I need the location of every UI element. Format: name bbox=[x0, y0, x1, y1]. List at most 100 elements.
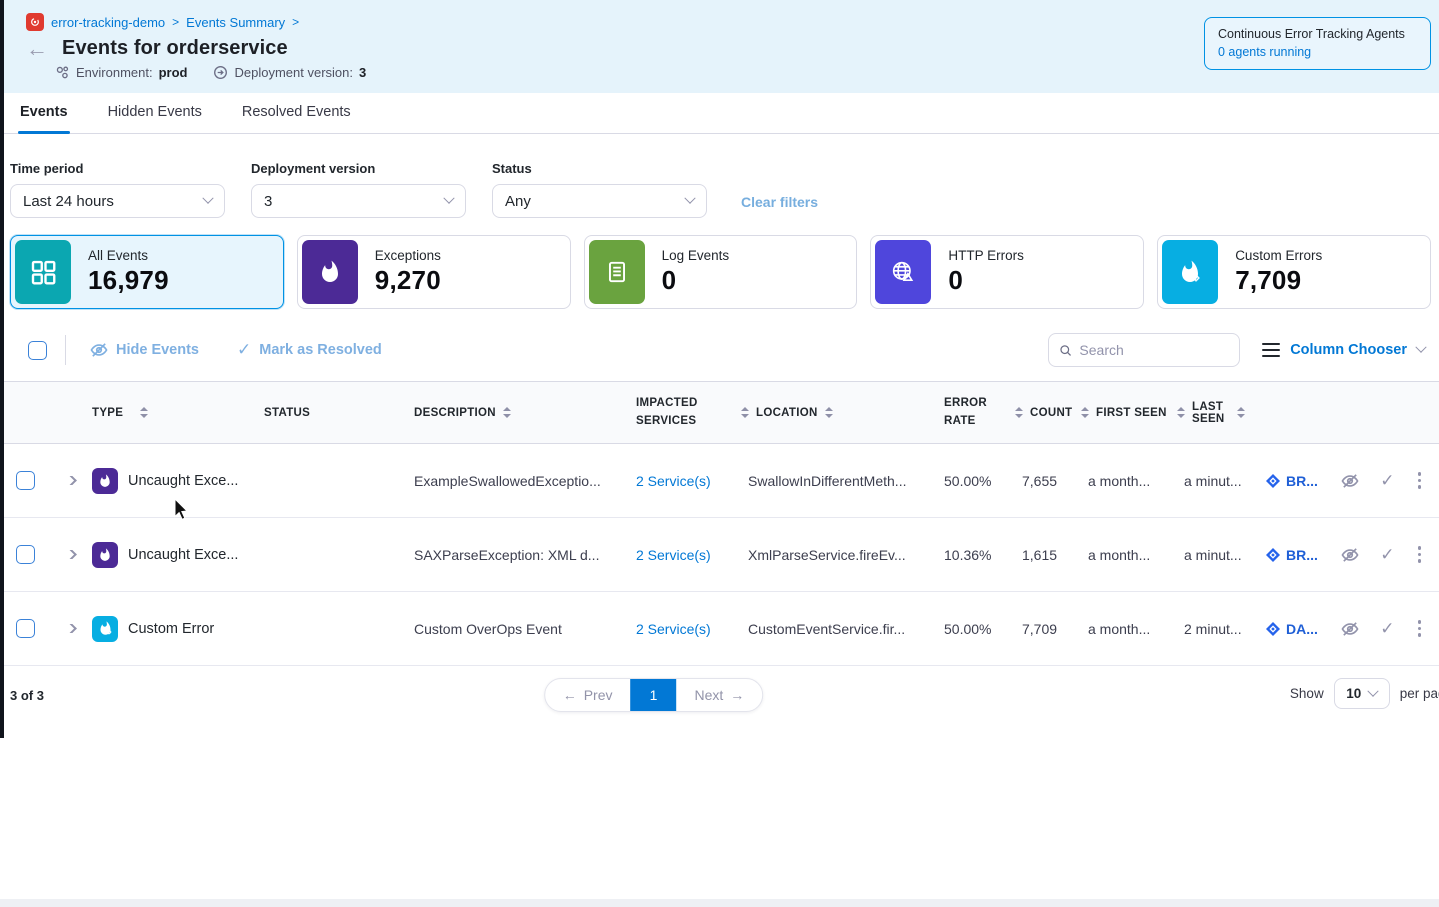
hide-event-icon[interactable] bbox=[1341, 472, 1359, 490]
time-period-value: Last 24 hours bbox=[23, 192, 114, 210]
tab-resolved-events[interactable]: Resolved Events bbox=[241, 104, 351, 120]
tab-events[interactable]: Events bbox=[18, 104, 70, 134]
jira-ticket-link[interactable]: BR... bbox=[1252, 473, 1330, 489]
impacted-services-link[interactable]: 2 Service(s) bbox=[636, 620, 711, 637]
sort-icon[interactable] bbox=[824, 407, 833, 418]
pagination-bar: 3 of 3 ← Prev 1 Next → Show 10 per page bbox=[0, 666, 1439, 724]
event-description: SAXParseException: XML d... bbox=[414, 546, 600, 563]
agents-box-title: Continuous Error Tracking Agents bbox=[1218, 27, 1405, 41]
next-page-button[interactable]: Next → bbox=[677, 679, 763, 711]
sort-icon[interactable] bbox=[1237, 407, 1245, 418]
mark-resolved-button[interactable]: ✓ Mark as Resolved bbox=[237, 340, 382, 360]
menu-lines-icon bbox=[1262, 342, 1281, 358]
last-seen: a minut... bbox=[1184, 546, 1242, 563]
resolve-event-icon[interactable]: ✓ bbox=[1380, 470, 1395, 490]
deployment-version-select[interactable]: 3 bbox=[251, 184, 466, 218]
page-size-value: 10 bbox=[1346, 686, 1362, 701]
sort-icon[interactable] bbox=[741, 407, 749, 418]
col-description-label: DESCRIPTION bbox=[414, 406, 496, 419]
sort-icon[interactable] bbox=[1015, 407, 1023, 418]
row-expander-chevron-icon[interactable] bbox=[64, 550, 77, 559]
deployment-value: 3 bbox=[358, 65, 367, 80]
select-all-checkbox[interactable] bbox=[28, 340, 47, 360]
row-menu-kebab-icon[interactable] bbox=[1416, 618, 1424, 639]
hide-events-button[interactable]: Hide Events bbox=[90, 341, 199, 359]
row-checkbox[interactable] bbox=[16, 619, 35, 638]
sort-icon[interactable] bbox=[1177, 407, 1185, 418]
first-seen: a month... bbox=[1088, 620, 1151, 637]
resolve-event-icon[interactable]: ✓ bbox=[1380, 544, 1395, 564]
page-number-button[interactable]: 1 bbox=[630, 679, 677, 711]
breadcrumb-project-link[interactable]: error-tracking-demo bbox=[51, 14, 166, 30]
tab-hidden-events[interactable]: Hidden Events bbox=[107, 104, 202, 120]
sort-icon[interactable] bbox=[502, 407, 511, 418]
first-seen: a month... bbox=[1088, 472, 1151, 489]
status-select[interactable]: Any bbox=[492, 184, 707, 218]
column-chooser-button[interactable]: Column Chooser bbox=[1262, 341, 1427, 358]
col-type-label: TYPE bbox=[92, 406, 124, 419]
clear-filters-button[interactable]: Clear filters bbox=[741, 194, 819, 210]
events-table: TYPE STATUS DESCRIPTION IMPACTED SERVICE… bbox=[0, 381, 1439, 666]
impacted-services-link[interactable]: 2 Service(s) bbox=[636, 546, 711, 563]
sort-icon[interactable] bbox=[1081, 407, 1089, 418]
event-location: XmlParseService.fireEv... bbox=[748, 546, 906, 563]
card-http-errors[interactable]: HTTP Errors 0 bbox=[870, 235, 1145, 309]
search-icon bbox=[1060, 344, 1072, 356]
jira-ticket-link[interactable]: BR... bbox=[1252, 547, 1330, 563]
row-expander-chevron-icon[interactable] bbox=[64, 476, 77, 485]
toolbar-divider bbox=[65, 335, 66, 365]
event-count: 7,709 bbox=[1022, 620, 1058, 637]
custom-flame-gear-icon bbox=[92, 615, 118, 642]
page-size-select[interactable]: 10 bbox=[1333, 678, 1390, 709]
deployment-version-value: 3 bbox=[264, 192, 273, 210]
hide-event-icon[interactable] bbox=[1341, 546, 1359, 564]
environment-meta: Environment: prod bbox=[55, 65, 187, 80]
card-exceptions[interactable]: Exceptions 9,270 bbox=[296, 235, 571, 309]
search-input[interactable] bbox=[1079, 342, 1230, 358]
back-arrow-icon[interactable]: ← bbox=[26, 35, 48, 61]
agents-running-link[interactable]: 0 agents running bbox=[1218, 45, 1312, 59]
breadcrumb: error-tracking-demo > Events Summary > bbox=[26, 13, 1439, 31]
error-tracking-logo-icon bbox=[26, 13, 44, 31]
col-first-seen-label: FIRST SEEN bbox=[1096, 406, 1167, 419]
collapsed-sidebar-edge bbox=[0, 0, 4, 738]
exception-flame-icon bbox=[92, 541, 118, 568]
pagination-summary: 3 of 3 bbox=[10, 687, 44, 703]
per-page-label: per page bbox=[1399, 686, 1439, 701]
card-all-events[interactable]: All Events 16,979 bbox=[10, 235, 284, 309]
check-icon: ✓ bbox=[237, 340, 252, 359]
hide-event-icon[interactable] bbox=[1341, 620, 1359, 638]
prev-page-button[interactable]: ← Prev bbox=[545, 679, 631, 711]
jira-diamond-icon bbox=[1266, 547, 1280, 562]
left-arrow-icon: ← bbox=[562, 687, 577, 703]
sort-icon[interactable] bbox=[140, 407, 149, 418]
status-value: Any bbox=[505, 192, 531, 210]
tab-bar: Events Hidden Events Resolved Events bbox=[0, 93, 1439, 134]
row-menu-kebab-icon[interactable] bbox=[1416, 544, 1424, 565]
row-expander-chevron-icon[interactable] bbox=[64, 624, 77, 633]
window-bottom-edge bbox=[0, 899, 1439, 907]
chevron-down-icon bbox=[202, 192, 214, 204]
time-period-select[interactable]: Last 24 hours bbox=[10, 184, 225, 218]
jira-ticket-link[interactable]: DA... bbox=[1252, 621, 1330, 637]
resolve-event-icon[interactable]: ✓ bbox=[1380, 618, 1395, 638]
row-menu-kebab-icon[interactable] bbox=[1416, 470, 1424, 491]
card-log-events[interactable]: Log Events 0 bbox=[583, 235, 858, 309]
deployment-meta: Deployment version: 3 bbox=[213, 65, 366, 80]
card-value: 7,709 bbox=[1235, 265, 1302, 295]
chevron-down-icon bbox=[684, 192, 696, 204]
deployment-label: Deployment version: bbox=[234, 65, 353, 80]
card-custom-errors[interactable]: Custom Errors 7,709 bbox=[1157, 235, 1431, 309]
card-value: 16,979 bbox=[88, 265, 169, 295]
breadcrumb-events-summary-link[interactable]: Events Summary bbox=[186, 14, 286, 30]
pager: ← Prev 1 Next → bbox=[543, 678, 764, 712]
row-checkbox[interactable] bbox=[16, 545, 35, 564]
jira-diamond-icon bbox=[1266, 621, 1280, 636]
card-label: All Events bbox=[88, 248, 149, 263]
row-checkbox[interactable] bbox=[16, 471, 35, 490]
ticket-id: BR... bbox=[1286, 472, 1318, 489]
breadcrumb-separator: > bbox=[172, 15, 180, 29]
impacted-services-link[interactable]: 2 Service(s) bbox=[636, 472, 711, 489]
col-impacted-label: IMPACTED SERVICES bbox=[636, 397, 698, 427]
stat-cards: All Events 16,979 Exceptions 9,270 Log E… bbox=[0, 218, 1439, 309]
